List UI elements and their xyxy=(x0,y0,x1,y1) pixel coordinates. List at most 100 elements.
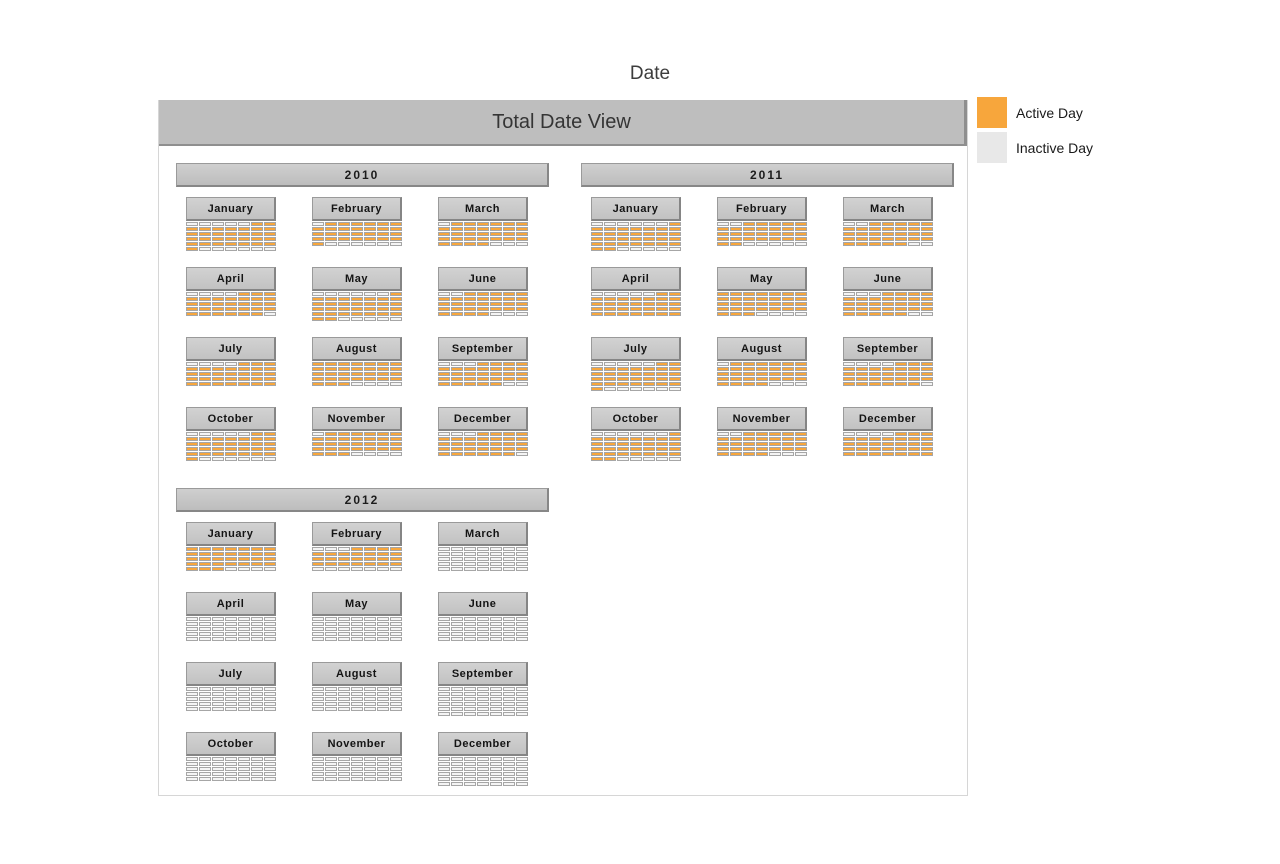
day-cell-inactive[interactable] xyxy=(490,622,502,626)
day-cell-active[interactable] xyxy=(882,447,894,451)
day-cell-active[interactable] xyxy=(212,552,224,556)
day-cell-active[interactable] xyxy=(869,222,881,226)
day-cell-active[interactable] xyxy=(717,447,729,451)
day-cell-active[interactable] xyxy=(604,437,616,441)
day-cell-active[interactable] xyxy=(338,222,350,226)
day-cell-active[interactable] xyxy=(604,232,616,236)
day-cell-active[interactable] xyxy=(186,242,198,246)
day-cell-active[interactable] xyxy=(591,232,603,236)
day-cell-active[interactable] xyxy=(251,547,263,551)
day-cell-active[interactable] xyxy=(212,227,224,231)
day-cell-inactive[interactable] xyxy=(225,762,237,766)
day-cell-active[interactable] xyxy=(895,302,907,306)
day-cell-active[interactable] xyxy=(264,367,276,371)
day-cell-active[interactable] xyxy=(769,232,781,236)
day-cell-active[interactable] xyxy=(869,382,881,386)
day-cell-active[interactable] xyxy=(490,232,502,236)
day-cell-inactive[interactable] xyxy=(312,702,324,706)
day-cell-active[interactable] xyxy=(490,372,502,376)
day-cell-active[interactable] xyxy=(769,442,781,446)
day-cell-active[interactable] xyxy=(516,372,528,376)
day-cell-inactive[interactable] xyxy=(338,567,350,571)
day-cell-active[interactable] xyxy=(325,372,337,376)
day-cell-active[interactable] xyxy=(717,297,729,301)
day-cell-active[interactable] xyxy=(377,302,389,306)
day-cell-active[interactable] xyxy=(377,442,389,446)
day-cell-active[interactable] xyxy=(199,312,211,316)
day-cell-active[interactable] xyxy=(895,372,907,376)
day-cell-active[interactable] xyxy=(503,447,515,451)
day-cell-active[interactable] xyxy=(364,432,376,436)
day-cell-active[interactable] xyxy=(921,437,933,441)
day-cell-active[interactable] xyxy=(438,297,450,301)
day-cell-inactive[interactable] xyxy=(438,557,450,561)
day-cell-active[interactable] xyxy=(464,237,476,241)
day-cell-active[interactable] xyxy=(477,232,489,236)
day-cell-inactive[interactable] xyxy=(438,627,450,631)
day-cell-active[interactable] xyxy=(921,302,933,306)
day-cell-active[interactable] xyxy=(756,307,768,311)
day-cell-active[interactable] xyxy=(464,307,476,311)
day-cell-inactive[interactable] xyxy=(238,687,250,691)
month-button-2012-april[interactable]: April xyxy=(186,592,276,616)
day-cell-inactive[interactable] xyxy=(516,547,528,551)
day-cell-active[interactable] xyxy=(643,382,655,386)
day-cell-active[interactable] xyxy=(225,377,237,381)
month-button-2011-july[interactable]: July xyxy=(591,337,681,361)
day-cell-active[interactable] xyxy=(717,372,729,376)
day-cell-active[interactable] xyxy=(604,237,616,241)
day-cell-active[interactable] xyxy=(199,382,211,386)
day-cell-active[interactable] xyxy=(186,567,198,571)
day-cell-inactive[interactable] xyxy=(225,687,237,691)
day-cell-inactive[interactable] xyxy=(325,622,337,626)
day-cell-active[interactable] xyxy=(743,312,755,316)
day-cell-active[interactable] xyxy=(264,557,276,561)
day-cell-active[interactable] xyxy=(869,372,881,376)
day-cell-active[interactable] xyxy=(769,377,781,381)
day-cell-active[interactable] xyxy=(591,377,603,381)
day-cell-active[interactable] xyxy=(238,447,250,451)
day-cell-active[interactable] xyxy=(630,377,642,381)
day-cell-active[interactable] xyxy=(856,442,868,446)
day-cell-inactive[interactable] xyxy=(212,687,224,691)
day-cell-active[interactable] xyxy=(490,442,502,446)
day-cell-inactive[interactable] xyxy=(451,707,463,711)
day-cell-active[interactable] xyxy=(351,377,363,381)
day-cell-inactive[interactable] xyxy=(364,692,376,696)
day-cell-active[interactable] xyxy=(895,432,907,436)
month-button-2012-january[interactable]: January xyxy=(186,522,276,546)
month-button-2010-april[interactable]: April xyxy=(186,267,276,291)
day-cell-inactive[interactable] xyxy=(477,567,489,571)
day-cell-active[interactable] xyxy=(312,437,324,441)
day-cell-active[interactable] xyxy=(490,302,502,306)
day-cell-active[interactable] xyxy=(882,312,894,316)
day-cell-active[interactable] xyxy=(516,442,528,446)
day-cell-active[interactable] xyxy=(490,367,502,371)
day-cell-active[interactable] xyxy=(199,567,211,571)
day-cell-inactive[interactable] xyxy=(438,777,450,781)
day-cell-active[interactable] xyxy=(669,242,681,246)
day-cell-active[interactable] xyxy=(325,227,337,231)
day-cell-inactive[interactable] xyxy=(212,627,224,631)
day-cell-active[interactable] xyxy=(730,447,742,451)
day-cell-active[interactable] xyxy=(225,437,237,441)
day-cell-active[interactable] xyxy=(656,227,668,231)
day-cell-inactive[interactable] xyxy=(364,777,376,781)
month-button-2010-july[interactable]: July xyxy=(186,337,276,361)
day-cell-active[interactable] xyxy=(630,437,642,441)
day-cell-active[interactable] xyxy=(464,367,476,371)
day-cell-active[interactable] xyxy=(351,362,363,366)
day-cell-active[interactable] xyxy=(390,447,402,451)
day-cell-inactive[interactable] xyxy=(251,617,263,621)
day-cell-active[interactable] xyxy=(351,232,363,236)
day-cell-active[interactable] xyxy=(490,297,502,301)
day-cell-active[interactable] xyxy=(438,447,450,451)
day-cell-active[interactable] xyxy=(730,227,742,231)
day-cell-active[interactable] xyxy=(212,437,224,441)
day-cell-active[interactable] xyxy=(438,442,450,446)
day-cell-active[interactable] xyxy=(364,437,376,441)
day-cell-active[interactable] xyxy=(717,312,729,316)
day-cell-active[interactable] xyxy=(516,227,528,231)
day-cell-active[interactable] xyxy=(451,232,463,236)
day-cell-inactive[interactable] xyxy=(338,767,350,771)
